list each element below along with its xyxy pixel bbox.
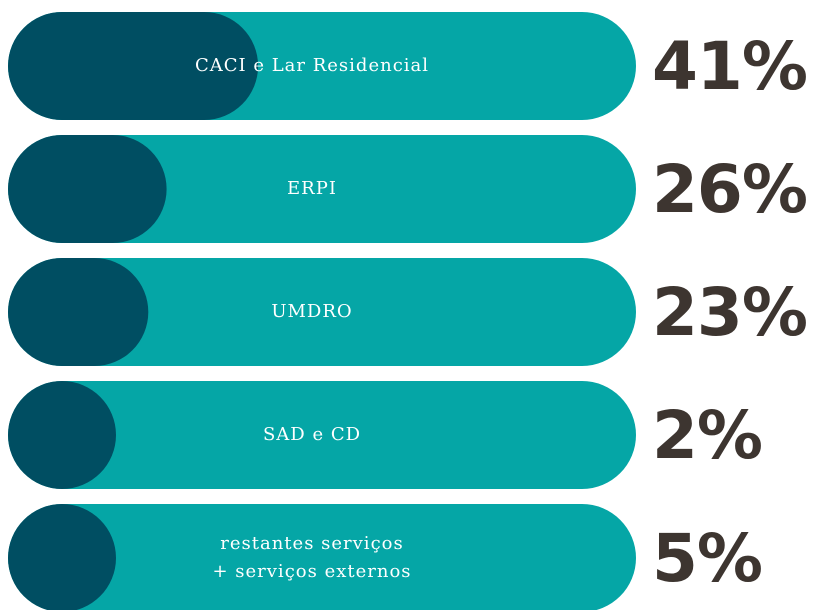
category-label: ERPI bbox=[287, 178, 337, 199]
bar bbox=[8, 504, 116, 610]
bar-track bbox=[8, 504, 636, 610]
category-label: restantes serviços + serviços externos bbox=[212, 533, 412, 582]
bar bbox=[8, 12, 259, 120]
bar-track bbox=[8, 258, 636, 366]
category-label: CACI e Lar Residencial bbox=[194, 55, 430, 76]
bar-track bbox=[8, 381, 636, 489]
bar bbox=[8, 135, 167, 243]
value-label: 26% bbox=[652, 150, 808, 228]
bar bbox=[8, 258, 149, 366]
category-label: UMDRO bbox=[271, 301, 353, 322]
value-label: 41% bbox=[652, 27, 808, 105]
category-label: SAD e CD bbox=[262, 424, 362, 445]
bar bbox=[8, 381, 116, 489]
bar-track bbox=[8, 135, 636, 243]
value-label: 5% bbox=[652, 519, 763, 597]
value-label: 23% bbox=[652, 273, 808, 351]
value-label: 2% bbox=[652, 396, 763, 474]
